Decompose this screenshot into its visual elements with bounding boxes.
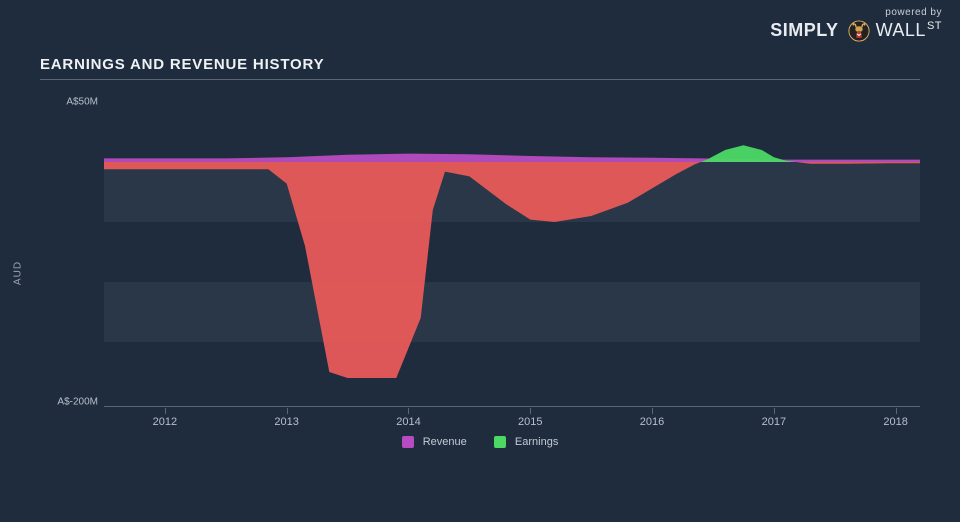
bull-icon [848, 20, 870, 42]
legend-item-earnings: Earnings [494, 436, 558, 448]
x-axis: 2012201320142015201620172018 [104, 406, 920, 407]
brand-logo: powered by SIMPLY WALLST [770, 8, 942, 42]
y-tick-bottom: A$-200M [57, 397, 98, 408]
title-underline [40, 79, 920, 80]
x-tick-label: 2012 [153, 416, 177, 428]
chart-header: EARNINGS AND REVENUE HISTORY [40, 56, 920, 80]
chart-title: EARNINGS AND REVENUE HISTORY [40, 56, 920, 73]
x-tick-label: 2015 [518, 416, 542, 428]
y-axis-label: AUD [13, 261, 24, 285]
x-tick-label: 2018 [883, 416, 907, 428]
x-tick [530, 408, 531, 414]
x-tick-label: 2013 [274, 416, 298, 428]
x-tick-label: 2017 [762, 416, 786, 428]
legend-swatch-revenue [402, 436, 414, 448]
legend-label-revenue: Revenue [423, 436, 467, 448]
y-tick-top: A$50M [66, 97, 98, 108]
legend: Revenue Earnings [40, 436, 920, 448]
x-tick [165, 408, 166, 414]
area-svg [104, 102, 920, 402]
powered-by-label: powered by [770, 8, 942, 18]
revenue-area [104, 154, 920, 162]
brand-name: SIMPLY WALLST [770, 20, 942, 40]
x-tick [652, 408, 653, 414]
x-tick [896, 408, 897, 414]
earnings-neg-area [104, 162, 920, 378]
x-tick [408, 408, 409, 414]
legend-label-earnings: Earnings [515, 436, 558, 448]
x-axis-line [104, 406, 920, 407]
x-tick-label: 2014 [396, 416, 420, 428]
x-tick-label: 2016 [640, 416, 664, 428]
earnings-revenue-chart: AUD A$50M A$-200M 2012201320142015201620… [40, 88, 920, 458]
x-tick [287, 408, 288, 414]
legend-item-revenue: Revenue [402, 436, 467, 448]
legend-swatch-earnings [494, 436, 506, 448]
plot-area [104, 102, 920, 402]
x-tick [774, 408, 775, 414]
